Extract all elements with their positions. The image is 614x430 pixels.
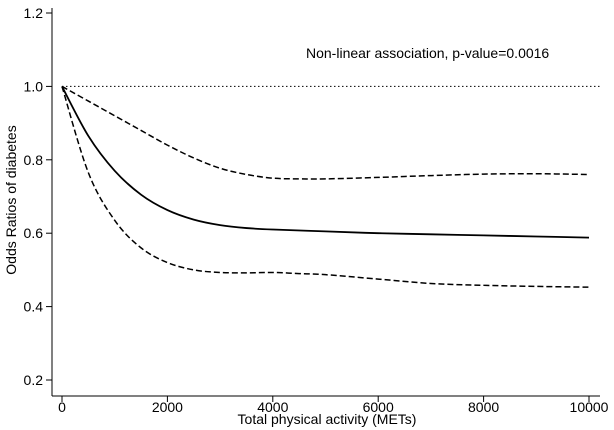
x-tick-label: 6000 — [363, 399, 394, 415]
x-axis-title: Total physical activity (METs) — [238, 411, 417, 427]
axes — [51, 8, 600, 397]
y-tick-label: 1.2 — [24, 5, 44, 21]
y-tick-label: 0.6 — [24, 225, 44, 241]
x-tick-label: 0 — [58, 399, 66, 415]
y-tick-label: 0.8 — [24, 152, 44, 168]
series-layer — [61, 85, 590, 288]
x-tick-label: 8000 — [468, 399, 499, 415]
x-tick-label: 2000 — [152, 399, 183, 415]
annotation-text: Non-linear association, p-value=0.0016 — [306, 45, 549, 61]
series-line-lower-ci — [61, 86, 590, 288]
ticks: 0.2 0.4 0.6 0.8 1.0 1.2 0 2000 4000 6000 8000 10000 — [24, 5, 609, 415]
x-tick-label: 4000 — [257, 399, 288, 415]
y-axis-title: Odds Ratios of diabetes — [3, 125, 19, 274]
series-line-upper-ci — [61, 85, 590, 180]
x-tick-label: 10000 — [570, 399, 609, 415]
series-line-estimate — [61, 85, 590, 239]
y-tick-label: 1.0 — [24, 78, 44, 94]
y-tick-label: 0.4 — [24, 299, 44, 315]
y-tick-label: 0.2 — [24, 372, 44, 388]
